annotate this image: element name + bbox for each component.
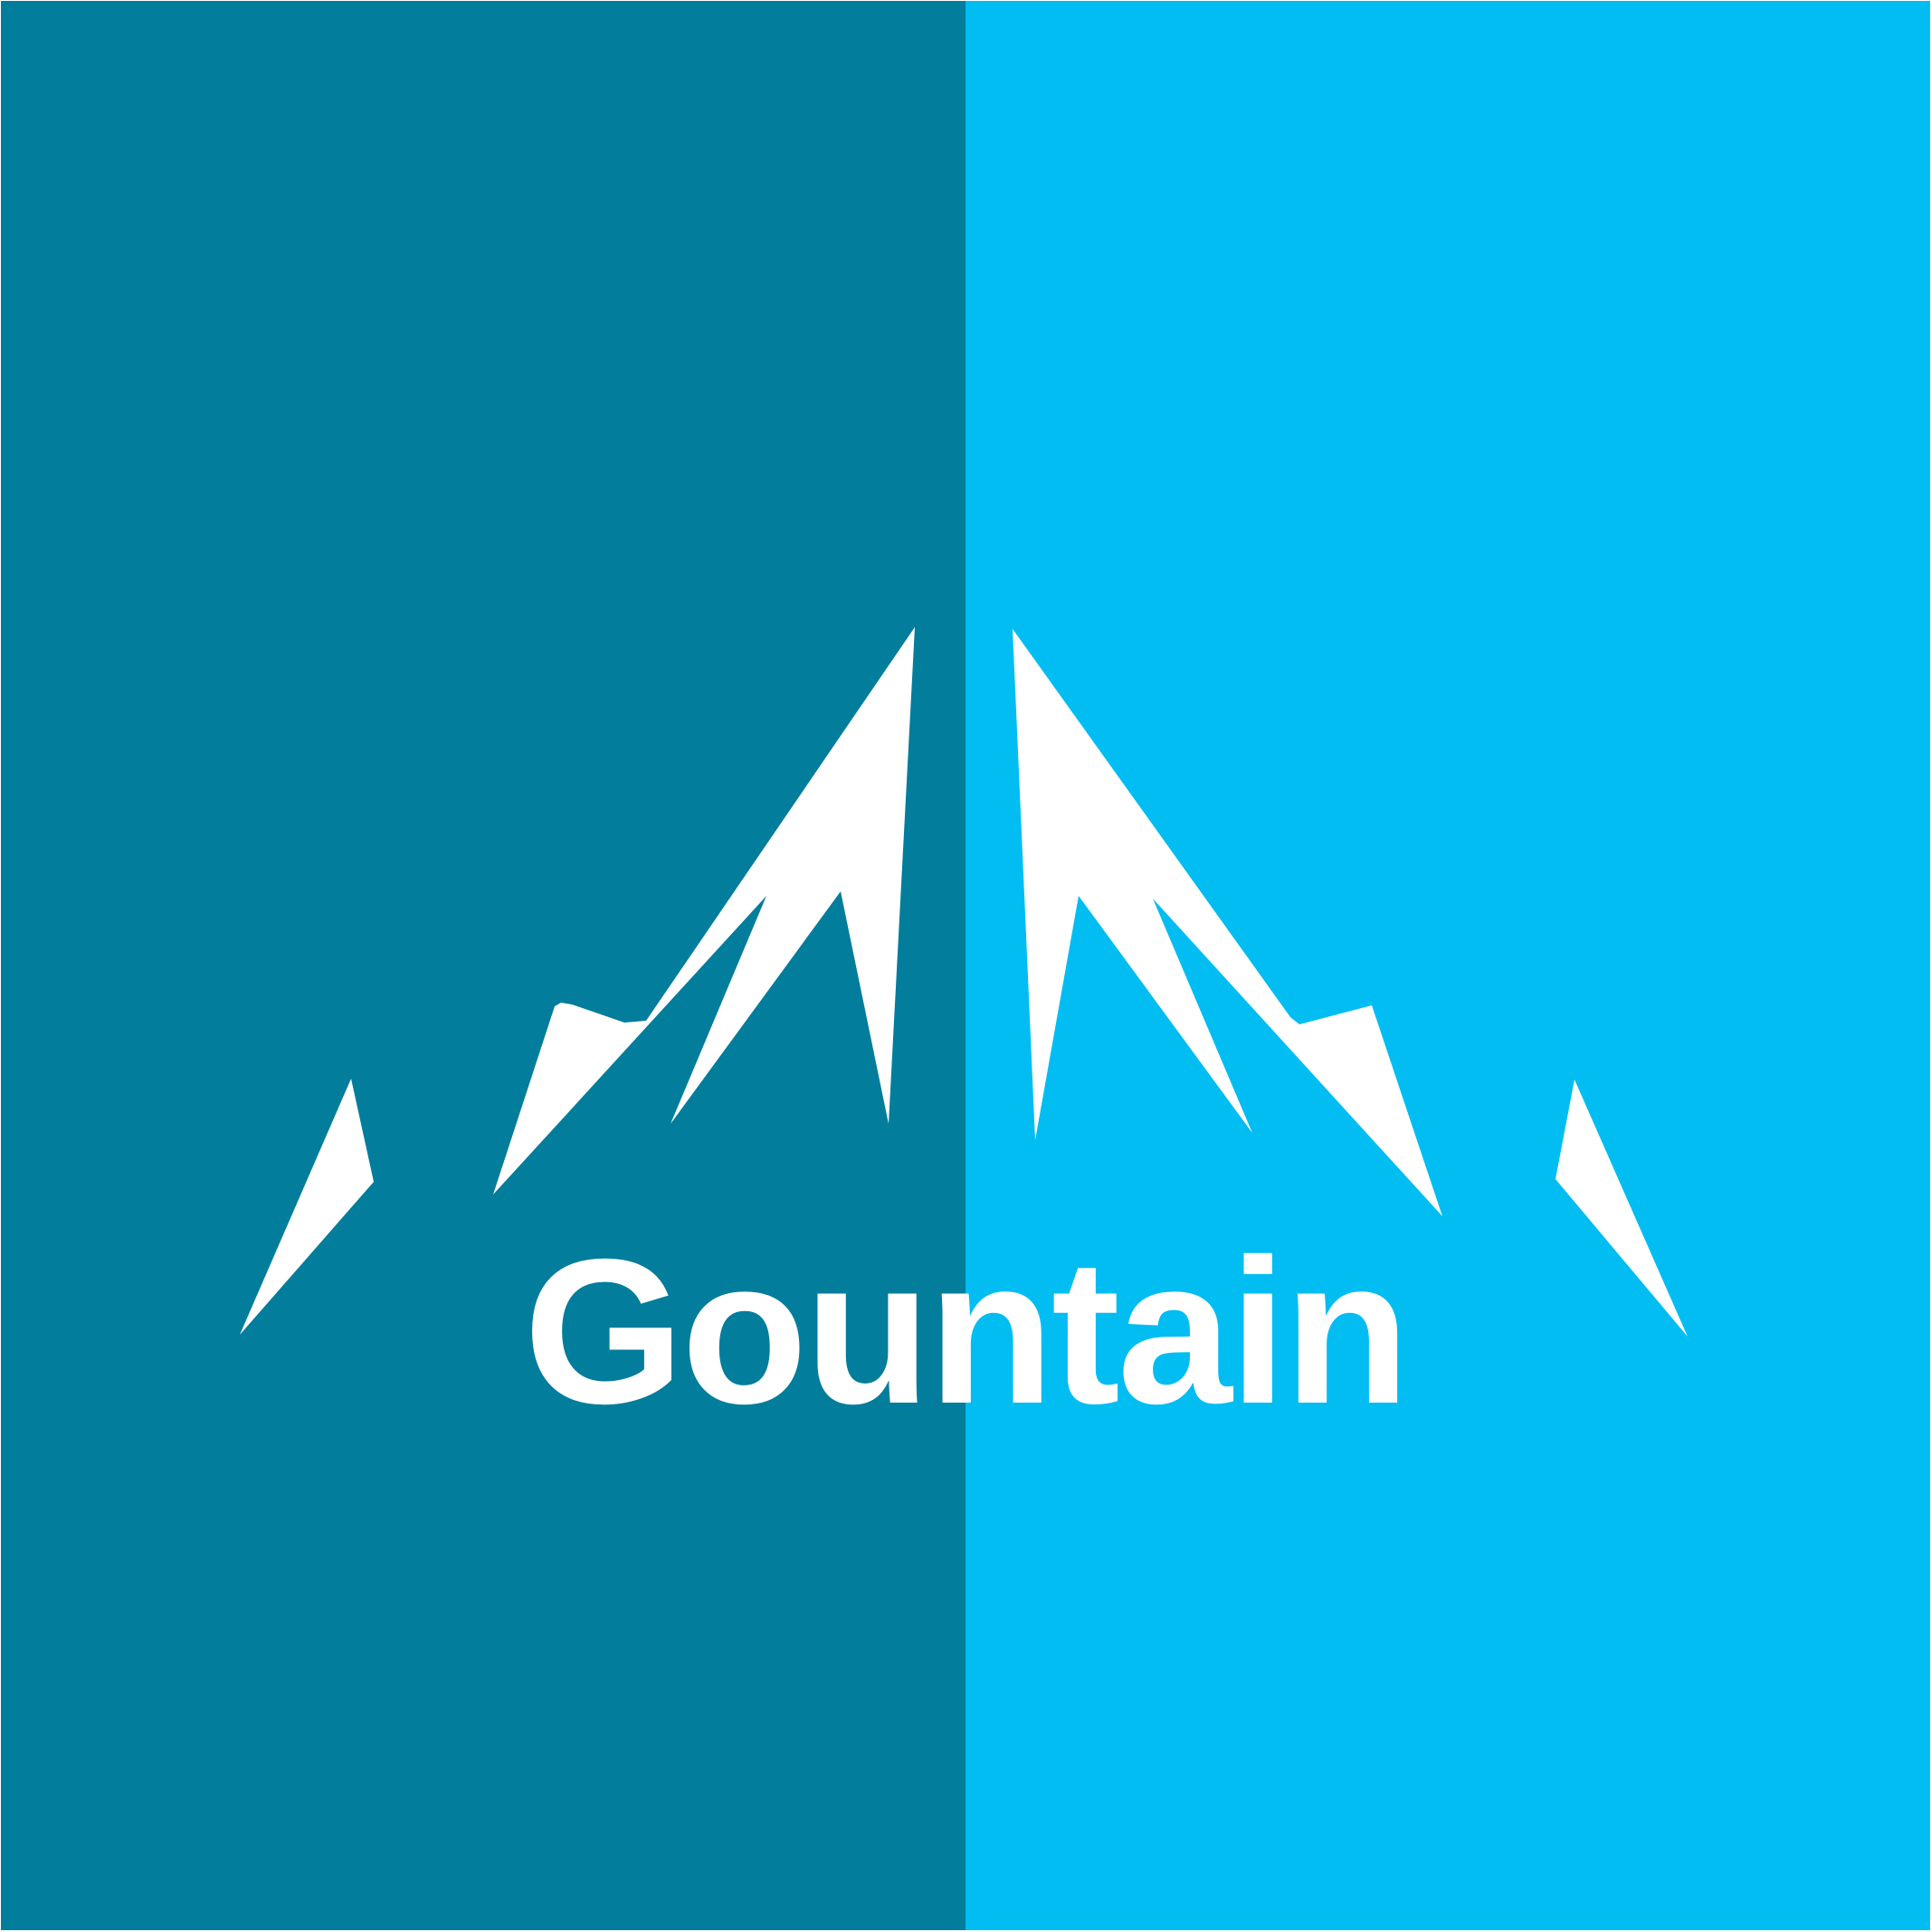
far-left-peak (240, 1079, 374, 1335)
right-color-panel (966, 1, 1930, 1930)
brand-name: Gountain (523, 1217, 1411, 1447)
left-color-panel (1, 1, 966, 1930)
far-right-peak (1555, 1080, 1688, 1337)
left-main-peak (493, 627, 915, 1194)
right-main-peak (1013, 629, 1442, 1216)
